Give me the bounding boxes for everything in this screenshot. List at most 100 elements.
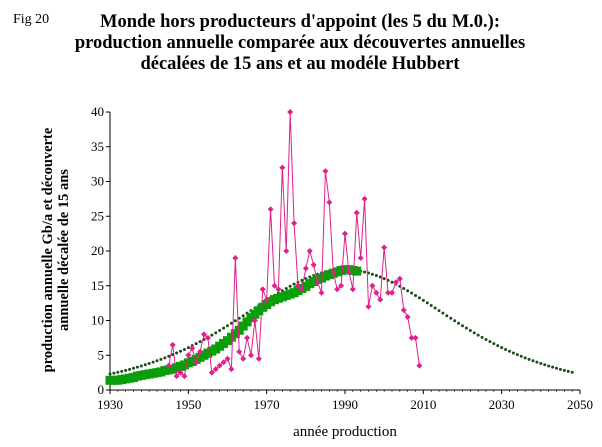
discovery-point xyxy=(353,209,360,216)
discovery-point xyxy=(263,296,270,303)
hubbert-point xyxy=(558,367,562,371)
discovery-point xyxy=(322,168,329,175)
hubbert-point xyxy=(116,370,120,374)
discovery-point xyxy=(291,220,298,227)
discovery-point xyxy=(349,286,356,293)
discovery-point xyxy=(342,230,348,237)
hubbert-point xyxy=(128,367,132,371)
hubbert-point xyxy=(476,333,480,337)
discovery-point xyxy=(259,286,266,293)
y-tick-label: 40 xyxy=(91,104,104,119)
hubbert-point xyxy=(378,275,382,279)
hubbert-point xyxy=(390,280,394,284)
hubbert-point xyxy=(468,329,472,333)
hubbert-point xyxy=(519,354,523,358)
hubbert-point xyxy=(198,340,202,344)
x-tick-label: 1930 xyxy=(97,397,123,412)
hubbert-point xyxy=(284,286,288,290)
discovery-point xyxy=(381,244,388,251)
hubbert-point xyxy=(163,356,167,360)
x-tick-label: 1990 xyxy=(332,397,358,412)
hubbert-point xyxy=(139,364,143,368)
discovery-point xyxy=(271,282,278,289)
discovery-point xyxy=(287,109,294,115)
discovery-point xyxy=(416,362,423,369)
discovery-point xyxy=(208,369,215,376)
discovery-point xyxy=(220,359,227,366)
discovery-point xyxy=(302,265,309,272)
hubbert-point xyxy=(226,324,229,328)
discovery-point xyxy=(330,268,337,275)
hubbert-point xyxy=(218,329,222,333)
hubbert-point xyxy=(241,314,245,318)
hubbert-point xyxy=(229,321,233,325)
hubbert-point xyxy=(492,342,496,346)
discovery-point xyxy=(197,348,204,355)
hubbert-point xyxy=(406,289,410,293)
hubbert-point xyxy=(237,316,241,320)
hubbert-point xyxy=(151,360,155,364)
discovery-point xyxy=(385,289,392,296)
discovery-point xyxy=(248,352,254,359)
hubbert-point xyxy=(566,369,570,373)
hubbert-point xyxy=(484,338,488,342)
hubbert-point xyxy=(132,366,135,370)
y-tick-label: 10 xyxy=(91,313,104,328)
discovery-point xyxy=(283,248,290,254)
discovery-point xyxy=(204,334,211,341)
y-tick-label: 35 xyxy=(91,139,104,154)
y-tick-label: 0 xyxy=(98,382,105,397)
x-tick-label: 1950 xyxy=(175,397,201,412)
discovery-point xyxy=(193,359,200,366)
hubbert-point xyxy=(382,277,386,281)
discovery-point xyxy=(377,296,384,303)
hubbert-point xyxy=(222,326,226,330)
hubbert-point xyxy=(410,291,414,295)
discovery-point xyxy=(232,254,239,261)
discovery-point xyxy=(396,275,403,282)
production-point xyxy=(352,266,362,276)
discovery-point xyxy=(173,373,180,380)
hubbert-point xyxy=(214,331,218,335)
y-tick-label: 20 xyxy=(91,243,104,258)
hubbert-point xyxy=(159,357,163,361)
hubbert-point xyxy=(433,306,437,310)
hubbert-point xyxy=(147,361,151,365)
hubbert-point xyxy=(453,319,457,323)
discovery-point xyxy=(224,355,231,362)
discovery-point xyxy=(251,317,258,324)
hubbert-point xyxy=(124,368,128,372)
discovery-point xyxy=(255,355,262,362)
discovery-point xyxy=(181,373,188,380)
discovery-point xyxy=(400,307,407,314)
discovery-point xyxy=(275,286,282,293)
discovery-point xyxy=(369,282,376,289)
hubbert-point xyxy=(496,344,500,348)
discovery-point xyxy=(314,279,321,286)
x-tick-label: 1970 xyxy=(254,397,280,412)
x-axis-label: année production xyxy=(293,424,397,440)
discovery-point xyxy=(392,279,399,286)
discovery-point xyxy=(334,286,341,293)
discovery-point xyxy=(279,164,286,171)
hubbert-point xyxy=(194,342,198,346)
hubbert-point xyxy=(370,272,374,276)
discovery-point xyxy=(201,331,207,338)
hubbert-point xyxy=(108,372,112,376)
hubbert-point xyxy=(441,311,445,315)
discovery-point xyxy=(310,261,317,268)
y-tick-label: 25 xyxy=(91,208,104,223)
discovery-point xyxy=(189,345,196,352)
hubbert-point xyxy=(112,371,116,375)
discovery-point xyxy=(345,268,352,275)
hubbert-point xyxy=(179,349,182,353)
hubbert-point xyxy=(167,354,171,358)
hubbert-point xyxy=(461,324,464,328)
hubbert-point xyxy=(374,274,378,278)
hubbert-point xyxy=(515,353,519,357)
discovery-point xyxy=(318,289,325,296)
hubbert-point xyxy=(233,319,237,323)
x-tick-label: 2050 xyxy=(567,397,593,412)
discovery-point xyxy=(361,195,368,202)
